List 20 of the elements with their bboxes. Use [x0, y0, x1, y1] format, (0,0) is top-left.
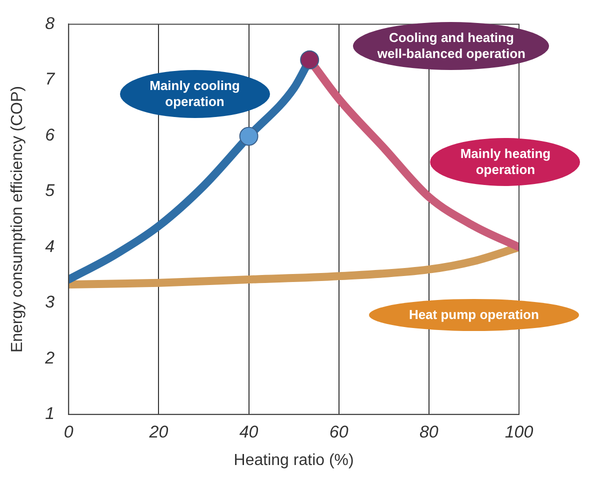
y-tick-label: 8 — [45, 14, 56, 33]
name-tag: Heat pump operation — [368, 298, 579, 331]
y-tick-label: 2 — [44, 348, 56, 368]
name-tag: Mainly heating operation — [430, 138, 580, 186]
y-axis-title: Energy consumption efficiency (COP) — [9, 86, 26, 353]
x-tick-label: 60 — [329, 422, 349, 442]
note-tag: Cooling and heating well-balanced operation — [353, 22, 550, 70]
y-tick-label: 3 — [45, 292, 56, 312]
y-tick-label: 7 — [45, 70, 56, 89]
x-tick-label: 80 — [419, 422, 439, 442]
y-tick-label: 6 — [45, 125, 56, 144]
x-axis-title: Heating ratio (%) — [234, 452, 354, 469]
y-tick-label: 4 — [45, 236, 55, 256]
x-tick-label: 20 — [148, 422, 169, 442]
y-tick-label: 1 — [45, 404, 55, 424]
x-tick-label: 0 — [64, 422, 74, 442]
name-tag: Mainly cooling operation — [120, 70, 270, 118]
x-tick-label: 100 — [504, 422, 534, 442]
y-tick-label: 5 — [45, 181, 56, 200]
x-tick-label: 40 — [239, 422, 259, 442]
